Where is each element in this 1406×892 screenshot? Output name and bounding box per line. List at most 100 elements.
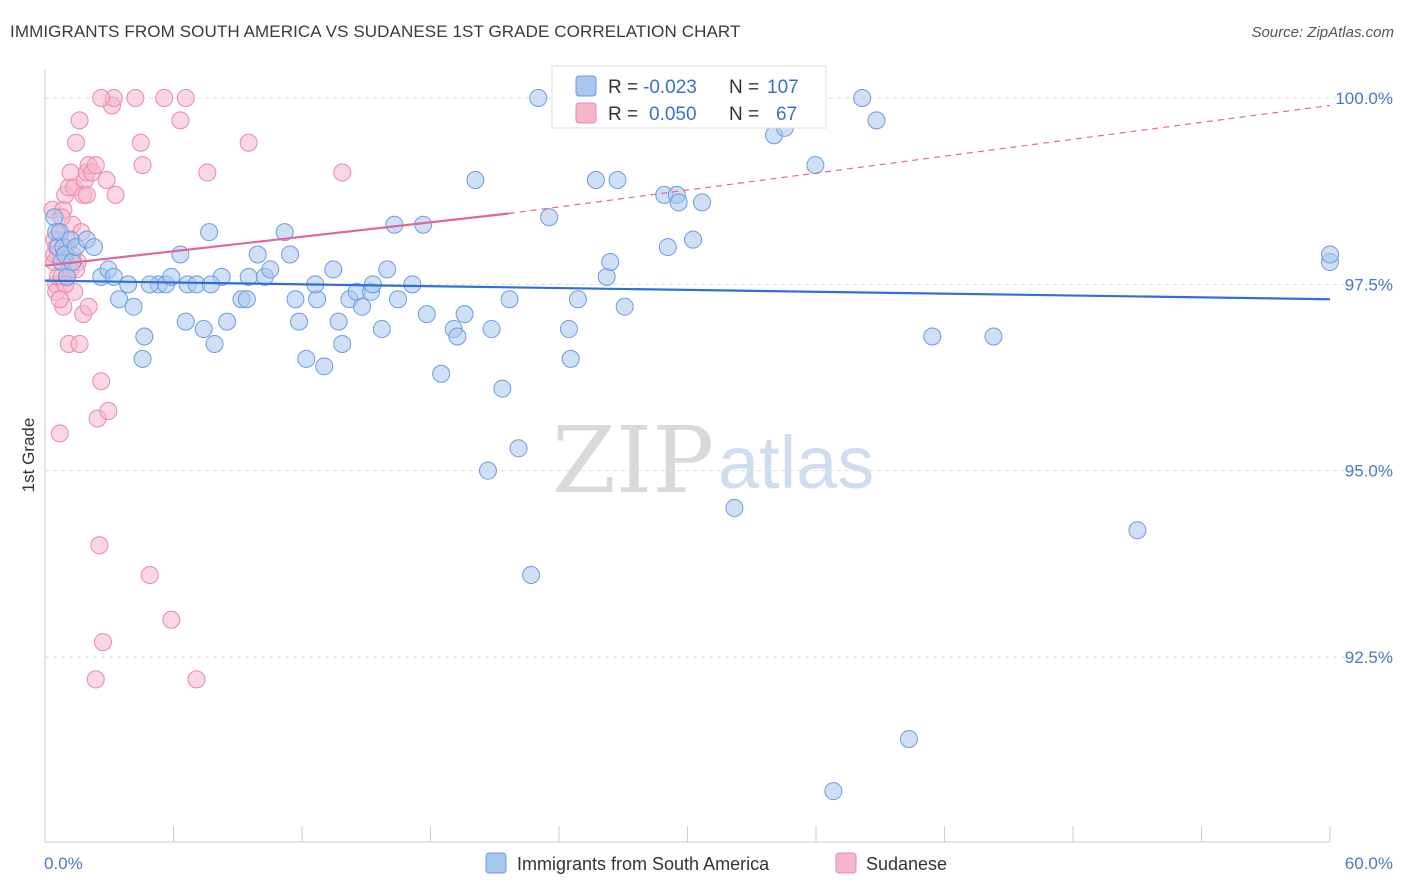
stats-legend: R = -0.023 N = 107 R = 0.050 N = 67	[551, 65, 827, 129]
sudanese-point	[155, 89, 174, 107]
legend-n-label-blue: N =	[729, 77, 759, 98]
south-america-point	[1321, 245, 1339, 264]
sudanese-point	[171, 111, 190, 130]
sudanese-point	[79, 297, 98, 316]
south-america-point	[923, 327, 942, 346]
south-america-point	[658, 238, 677, 257]
series-legend-pink: Sudanese	[866, 854, 947, 874]
south-america-point	[275, 223, 294, 242]
legend-r-label-blue: R =	[608, 77, 638, 98]
south-america-point	[669, 193, 688, 212]
south-america-point	[324, 260, 343, 279]
south-america-point	[372, 320, 391, 339]
sudanese-point	[93, 633, 112, 652]
sudanese-point	[50, 424, 69, 443]
south-america-point	[353, 297, 372, 316]
south-america-point	[333, 334, 352, 353]
sudanese-point	[92, 372, 111, 391]
south-america-point	[522, 566, 541, 585]
y-tick-label: 97.5%	[1345, 275, 1393, 294]
sudanese-series	[43, 89, 352, 689]
watermark-atlas: atlas	[718, 421, 874, 504]
south-america-point	[509, 439, 528, 458]
y-tick-label: 100.0%	[1335, 89, 1393, 108]
x-tick-label: 60.0%	[1345, 854, 1393, 873]
source-note: Source: ZipAtlas.com	[1251, 24, 1394, 41]
y-tick-label: 95.0%	[1345, 462, 1393, 481]
south-america-point	[389, 290, 408, 309]
south-america-point	[693, 193, 712, 212]
south-america-point	[615, 297, 634, 316]
sudanese-point	[92, 89, 111, 107]
south-america-point	[529, 89, 548, 107]
trend-lines	[44, 104, 1331, 301]
south-america-point	[684, 230, 703, 249]
south-america-point	[608, 170, 627, 189]
south-america-point	[176, 312, 195, 331]
sudanese-point	[140, 566, 159, 585]
sudanese-point	[86, 670, 105, 689]
south-america-point	[281, 245, 300, 264]
south-america-point	[824, 782, 843, 801]
y-axis-label: 1st Grade	[19, 418, 38, 493]
series-legend: Immigrants from South America Sudanese	[485, 852, 947, 874]
sudanese-point	[162, 610, 181, 629]
chart-title: IMMIGRANTS FROM SOUTH AMERICA VS SUDANES…	[10, 22, 741, 41]
south-america-point	[286, 290, 305, 309]
legend-n-label-pink: N =	[729, 104, 759, 125]
south-america-point	[200, 223, 219, 242]
south-america-point	[237, 290, 256, 309]
x-tick-labels: 0.0% 60.0%	[44, 854, 1393, 873]
south-america-point	[205, 334, 224, 353]
sudanese-point	[131, 133, 150, 152]
south-america-point	[867, 111, 886, 130]
south-america-point	[561, 349, 580, 368]
south-america-point	[601, 252, 620, 271]
south-america-point	[493, 379, 512, 398]
south-america-point	[455, 305, 474, 324]
south-america-point	[586, 170, 605, 189]
sudanese-point	[70, 334, 89, 353]
south-america-point	[194, 320, 213, 339]
series-legend-swatch-pink	[835, 852, 857, 874]
south-america-point	[984, 327, 1003, 346]
y-tick-labels: 92.5% 95.0% 97.5% 100.0%	[1335, 89, 1393, 667]
sudanese-point	[77, 185, 96, 204]
south-america-point	[140, 275, 159, 294]
legend-n-blue: 107	[767, 77, 799, 98]
south-america-point	[162, 267, 181, 286]
legend-swatch-blue	[575, 75, 597, 97]
south-america-point	[119, 275, 138, 294]
south-america-point	[133, 349, 152, 368]
south-america-point	[725, 498, 744, 517]
series-legend-blue: Immigrants from South America	[517, 854, 770, 874]
sudanese-point	[126, 89, 145, 107]
south-america-point	[482, 320, 501, 339]
sudanese-point	[239, 133, 258, 152]
y-tick-label: 92.5%	[1345, 648, 1393, 667]
south-america-point	[84, 238, 103, 257]
south-america-point	[448, 327, 467, 346]
south-america-point	[218, 312, 237, 331]
south-america-point	[806, 156, 825, 175]
south-america-point	[597, 267, 616, 286]
sudanese-point	[90, 536, 109, 555]
south-america-point	[110, 290, 129, 309]
stats-legend-box	[551, 65, 827, 129]
sudanese-point	[133, 156, 152, 175]
south-america-point	[540, 208, 559, 227]
sudanese-point	[333, 163, 352, 182]
series-legend-swatch-blue	[485, 852, 507, 874]
south-america-point	[297, 349, 316, 368]
south-america-point	[248, 245, 267, 264]
sudanese-trend-line	[44, 212, 509, 267]
south-america-point	[124, 297, 143, 316]
sudanese-point	[187, 670, 206, 689]
south-america-point	[899, 729, 918, 748]
south-america-point	[135, 327, 154, 346]
legend-n-pink: 67	[776, 104, 797, 125]
south-america-point	[1128, 521, 1147, 540]
south-america-point	[432, 364, 451, 383]
legend-r-blue: -0.023	[643, 77, 697, 98]
